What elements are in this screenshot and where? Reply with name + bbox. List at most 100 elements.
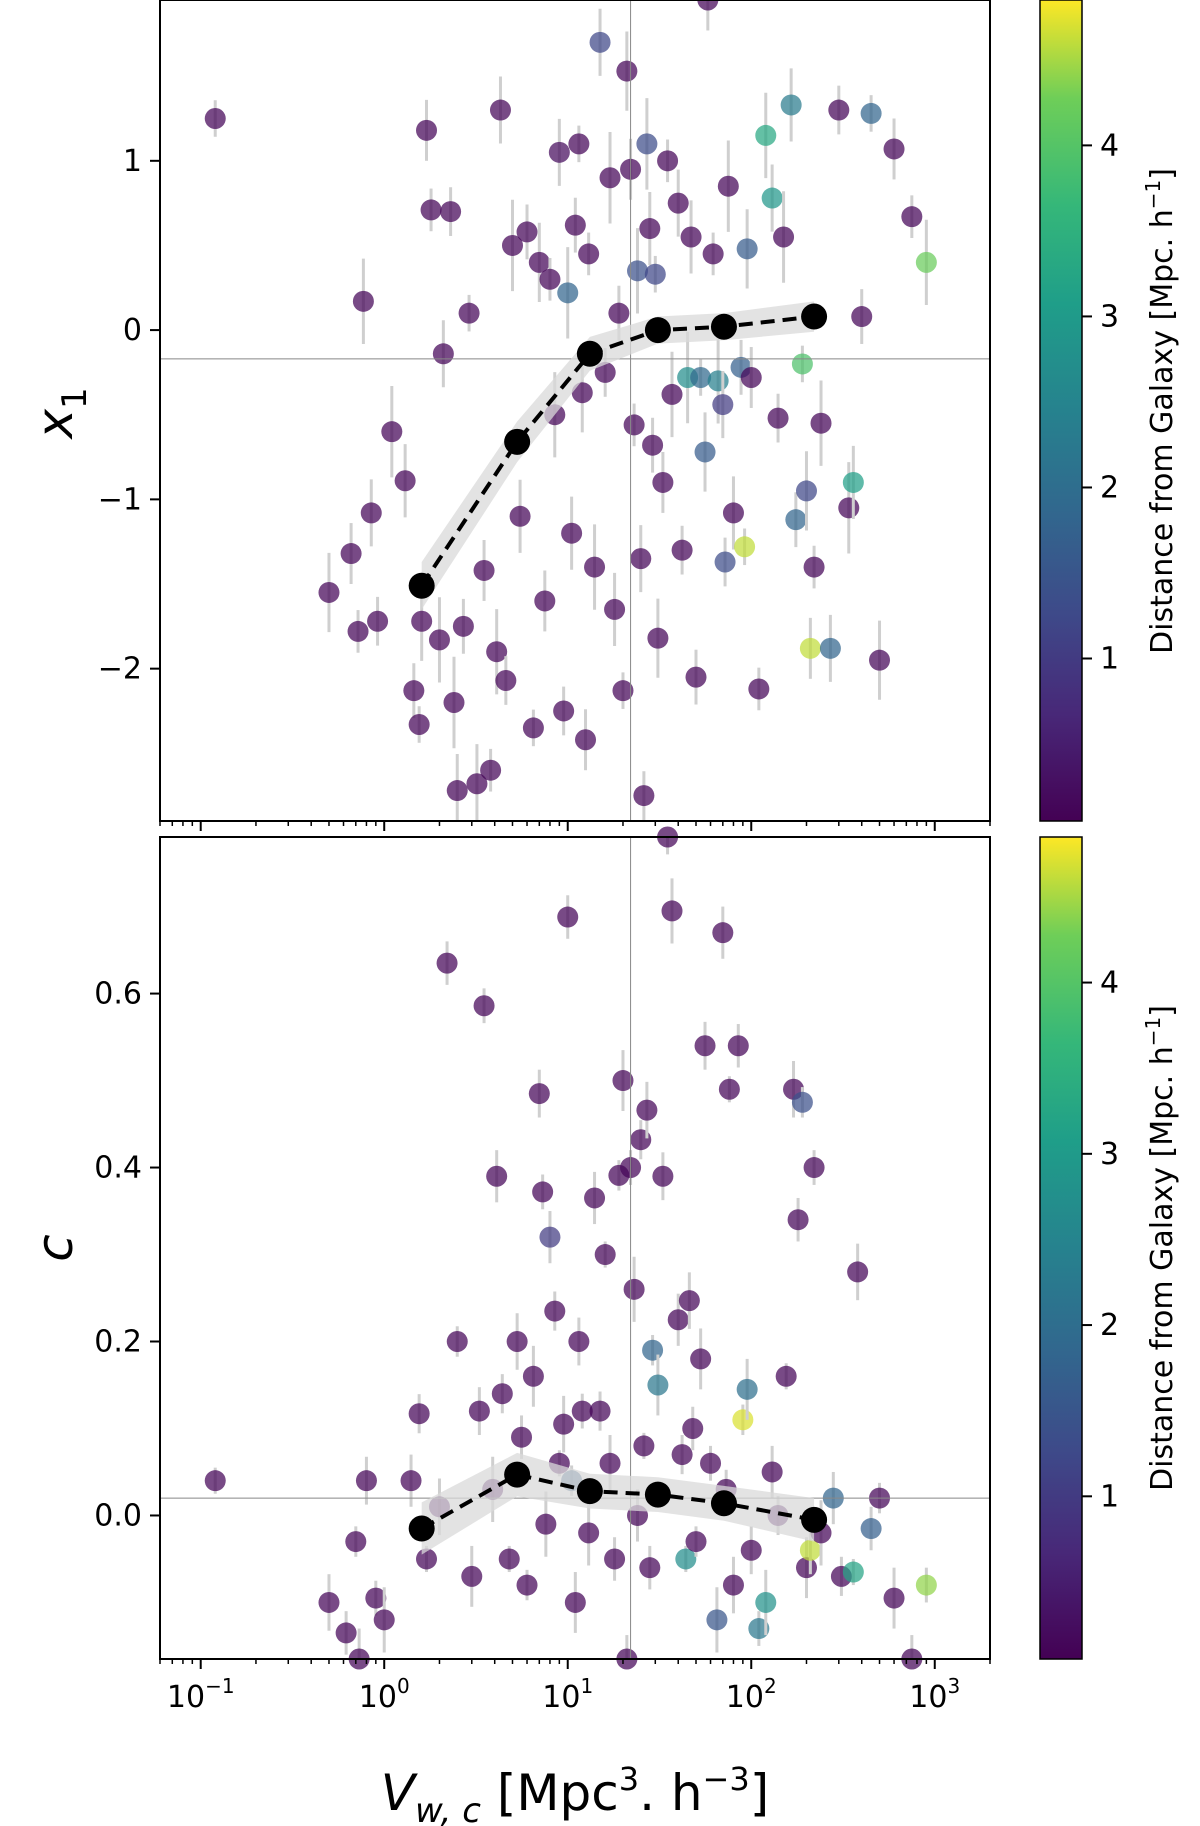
data-point — [883, 138, 905, 160]
data-point — [373, 1609, 395, 1631]
data-point — [509, 505, 531, 527]
data-point — [803, 1157, 825, 1179]
trend-line — [420, 1472, 815, 1531]
data-point — [561, 522, 583, 544]
data-point — [594, 361, 616, 383]
c-colorbar-label: Distance from Galaxy [Mpc. h−1] — [1141, 1005, 1180, 1491]
data-point — [557, 282, 579, 304]
x1-colorbar: 1 2 3 4 Distance from Galaxy [Mpc. h−1] — [1039, 0, 1180, 822]
data-point — [381, 421, 403, 443]
data-point — [761, 187, 783, 209]
data-point — [578, 243, 600, 265]
y-tick-label: −1 — [98, 482, 142, 517]
data-point — [847, 1261, 869, 1283]
data-point — [736, 1378, 758, 1400]
data-point — [432, 343, 454, 365]
data-point — [204, 1470, 226, 1492]
data-point — [568, 1331, 590, 1353]
data-point — [819, 637, 841, 659]
x-axis-label: Vw, c [Mpc3. h−3] — [381, 1760, 769, 1826]
data-point — [589, 31, 611, 53]
data-point — [571, 382, 593, 404]
data-point — [553, 700, 575, 722]
trend-marker — [801, 303, 828, 330]
data-point — [702, 243, 724, 265]
data-point — [416, 119, 438, 141]
data-point — [498, 1548, 520, 1570]
data-point — [522, 717, 544, 739]
data-point — [791, 353, 813, 375]
colorbar-tick-label: 4 — [1100, 966, 1119, 1001]
colorbar-tick-label: 2 — [1100, 470, 1119, 505]
data-point — [767, 407, 789, 429]
data-point — [636, 1099, 658, 1121]
data-point — [633, 785, 655, 807]
data-point — [736, 238, 758, 260]
data-point — [860, 102, 882, 124]
trend-marker — [801, 1506, 828, 1533]
data-point — [718, 1078, 740, 1100]
data-point — [408, 1403, 430, 1425]
data-point — [347, 620, 369, 642]
trend-marker — [504, 428, 531, 455]
data-point — [506, 1331, 528, 1353]
y-tick-label: 0.4 — [94, 1151, 142, 1186]
data-point — [440, 201, 462, 223]
data-point — [584, 1187, 606, 1209]
data-point — [318, 1591, 340, 1613]
data-point — [722, 1574, 744, 1596]
data-point — [452, 615, 474, 637]
data-point — [468, 1400, 490, 1422]
data-point — [340, 543, 362, 565]
data-point — [675, 1548, 697, 1570]
data-point — [647, 1374, 669, 1396]
data-point — [403, 680, 425, 702]
data-point — [652, 1165, 674, 1187]
data-point — [787, 1209, 809, 1231]
data-point — [678, 1290, 700, 1312]
data-point — [352, 290, 374, 312]
data-point — [661, 900, 683, 922]
data-point — [571, 1400, 593, 1422]
data-point — [685, 1531, 707, 1553]
data-point — [722, 502, 744, 524]
data-point — [627, 260, 649, 282]
data-point — [639, 1557, 661, 1579]
data-point — [712, 922, 734, 944]
data-point — [828, 99, 850, 121]
trend-uncertainty-band — [421, 301, 815, 610]
data-point — [700, 1452, 722, 1474]
data-point — [755, 1591, 777, 1613]
data-point — [851, 306, 873, 328]
data-point — [915, 251, 937, 273]
x-tick-label: 10−1 — [167, 1674, 235, 1715]
x1-colorbar-ticks: 1 2 3 4 — [1082, 128, 1119, 677]
c-y-axis: 0.0 0.2 0.4 0.6 — [94, 977, 160, 1533]
data-point — [740, 1539, 762, 1561]
data-point — [416, 1548, 438, 1570]
y-tick-label: −2 — [98, 652, 142, 687]
data-point — [365, 1587, 387, 1609]
data-point — [795, 480, 817, 502]
c-y-axis-label: c — [26, 1234, 84, 1262]
data-point — [734, 536, 756, 558]
data-point — [612, 680, 634, 702]
data-point — [682, 1417, 704, 1439]
data-point — [652, 471, 674, 493]
x1-colorbar-label: Distance from Galaxy [Mpc. h−1] — [1141, 168, 1180, 654]
data-point — [594, 1244, 616, 1266]
data-point — [528, 251, 550, 273]
data-point — [775, 1365, 797, 1387]
x-tick-label: 103 — [909, 1674, 960, 1715]
x-tick-label: 101 — [542, 1674, 593, 1715]
x1-scatter-panel: 1 0 −1 −2 x1 — [26, 0, 991, 831]
data-point — [785, 509, 807, 531]
x1-data-points — [204, 0, 937, 821]
data-point — [667, 1309, 689, 1331]
data-point — [420, 199, 442, 221]
data-point — [553, 1413, 575, 1435]
data-point — [901, 206, 923, 228]
data-point — [644, 263, 666, 285]
data-point — [355, 1470, 377, 1492]
